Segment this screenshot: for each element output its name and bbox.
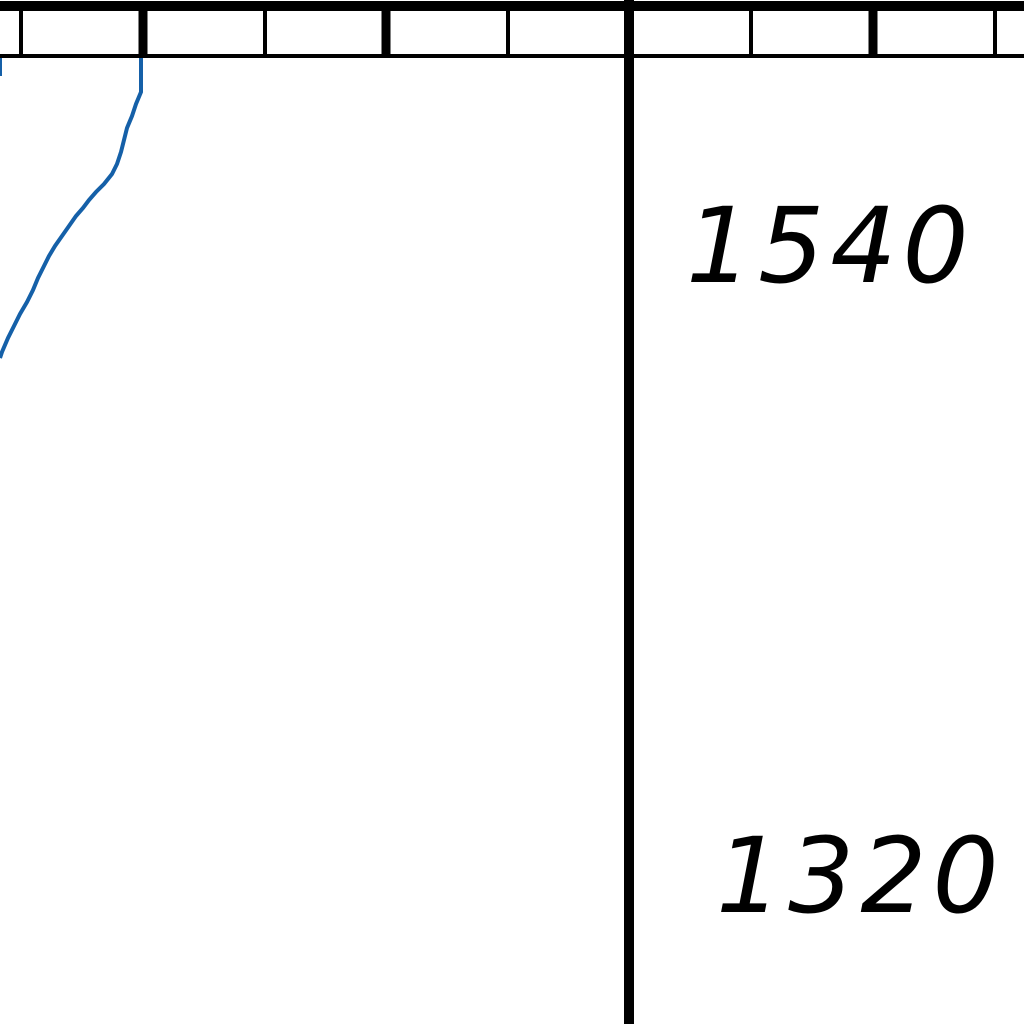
map-border-scale [0, 1, 1024, 58]
map-label-upper: 1540 [686, 185, 975, 307]
river-line [0, 58, 143, 359]
map-label-lower: 1320 [716, 815, 1005, 937]
